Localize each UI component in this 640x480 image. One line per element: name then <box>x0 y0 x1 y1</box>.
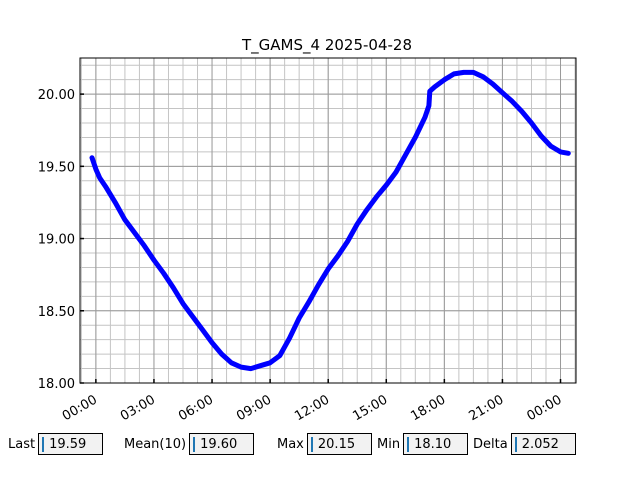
stat-min-field: 18.10 <box>403 433 469 455</box>
stat-max: Max 20.15 <box>277 432 372 456</box>
stat-min: Min 18.10 <box>377 432 469 456</box>
x-tick-label: 06:00 <box>176 392 216 424</box>
x-axis: 00:00 03:00 06:00 09:00 12:00 15:00 18:00 21:00… <box>60 379 565 424</box>
x-tick-label: 21:00 <box>466 392 506 424</box>
y-tick-label: 20.00 <box>38 88 75 103</box>
stat-last-label: Last <box>8 436 36 452</box>
text-cursor <box>407 436 410 452</box>
stat-last: Last 19.59 <box>8 432 104 456</box>
series-layer <box>89 69 571 372</box>
y-tick-label: 19.50 <box>38 160 75 175</box>
text-cursor <box>514 436 517 452</box>
y-tick-label: 18.00 <box>38 377 75 392</box>
y-tick-label: 19.00 <box>38 233 75 248</box>
x-tick-label: 00:00 <box>525 392 565 424</box>
stat-max-label: Max <box>277 436 304 452</box>
y-axis: 18.00 18.50 19.00 19.50 20.00 <box>38 88 84 392</box>
temperature-line-chart: 00:00 03:00 06:00 09:00 12:00 15:00 18:00 21:00… <box>38 36 577 424</box>
text-cursor <box>42 436 45 452</box>
stat-min-value: 18.10 <box>414 436 452 452</box>
chart-title: T_GAMS_4 2025-04-28 <box>241 36 412 55</box>
y-tick-label: 18.50 <box>38 305 75 320</box>
stat-min-label: Min <box>377 436 401 452</box>
stat-delta-field: 2.052 <box>510 433 576 455</box>
major-gridlines <box>80 58 576 384</box>
stat-max-field: 20.15 <box>306 433 372 455</box>
x-tick-label: 09:00 <box>234 392 274 424</box>
x-tick-label: 00:00 <box>60 392 100 424</box>
stat-last-value: 19.59 <box>49 436 87 452</box>
x-tick-label: 18:00 <box>408 392 448 424</box>
x-tick-label: 03:00 <box>118 392 158 424</box>
stat-mean-field: 19.60 <box>189 433 255 455</box>
stat-last-field: 19.59 <box>38 433 104 455</box>
stat-delta: Delta 2.052 <box>473 432 576 456</box>
x-tick-label: 15:00 <box>350 392 390 424</box>
stat-max-value: 20.15 <box>317 436 356 452</box>
stat-delta-label: Delta <box>473 436 508 452</box>
stat-mean: Mean(10) 19.60 <box>124 432 255 456</box>
text-cursor <box>193 436 196 452</box>
text-cursor <box>310 436 313 452</box>
stat-delta-value: 2.052 <box>521 436 559 452</box>
series-line <box>89 69 571 372</box>
x-tick-label: 12:00 <box>292 392 332 424</box>
stat-mean-label: Mean(10) <box>124 436 187 452</box>
stat-mean-value: 19.60 <box>200 436 238 452</box>
